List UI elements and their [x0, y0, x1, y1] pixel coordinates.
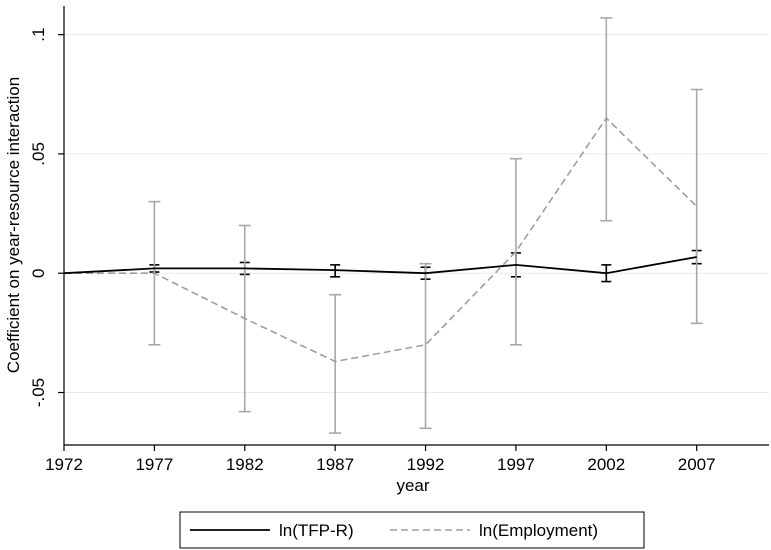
- ticks: -.05 0 .05 .1 1972 1977 1982 1987 1992 1997 2002 20…: [29, 28, 716, 474]
- y-axis-title: Coefficient on year-resource interaction: [4, 77, 23, 373]
- x-tick-label: 1992: [407, 455, 445, 474]
- confidence-intervals: [148, 17, 703, 434]
- y-tick-label: .1: [29, 28, 48, 42]
- legend-label-tfp: ln(TFP-R): [279, 521, 354, 540]
- x-tick-label: 1972: [45, 455, 83, 474]
- legend-label-employment: ln(Employment): [479, 521, 598, 540]
- series-line-employment: [64, 116, 698, 363]
- gridlines: [64, 34, 769, 394]
- x-axis-title: year: [396, 476, 429, 495]
- x-tick-label: 2002: [587, 455, 625, 474]
- y-tick-label: 0: [29, 268, 48, 277]
- y-tick-label: .05: [29, 142, 48, 166]
- x-tick-label: 1977: [135, 455, 173, 474]
- legend: ln(TFP-R) ln(Employment): [179, 511, 645, 549]
- ci-bar-employment: [690, 88, 703, 325]
- ci-bar-employment: [329, 293, 342, 434]
- x-tick-label: 1987: [316, 455, 354, 474]
- axes: [63, 6, 769, 446]
- series-lines: [63, 116, 698, 363]
- y-tick-label: -.05: [29, 378, 48, 407]
- ci-bar-employment: [419, 262, 432, 430]
- ci-bar-employment: [509, 157, 522, 346]
- x-tick-label: 1997: [497, 455, 535, 474]
- x-tick-label: 2007: [678, 455, 716, 474]
- series-line-tfp: [63, 256, 697, 275]
- x-tick-label: 1982: [226, 455, 264, 474]
